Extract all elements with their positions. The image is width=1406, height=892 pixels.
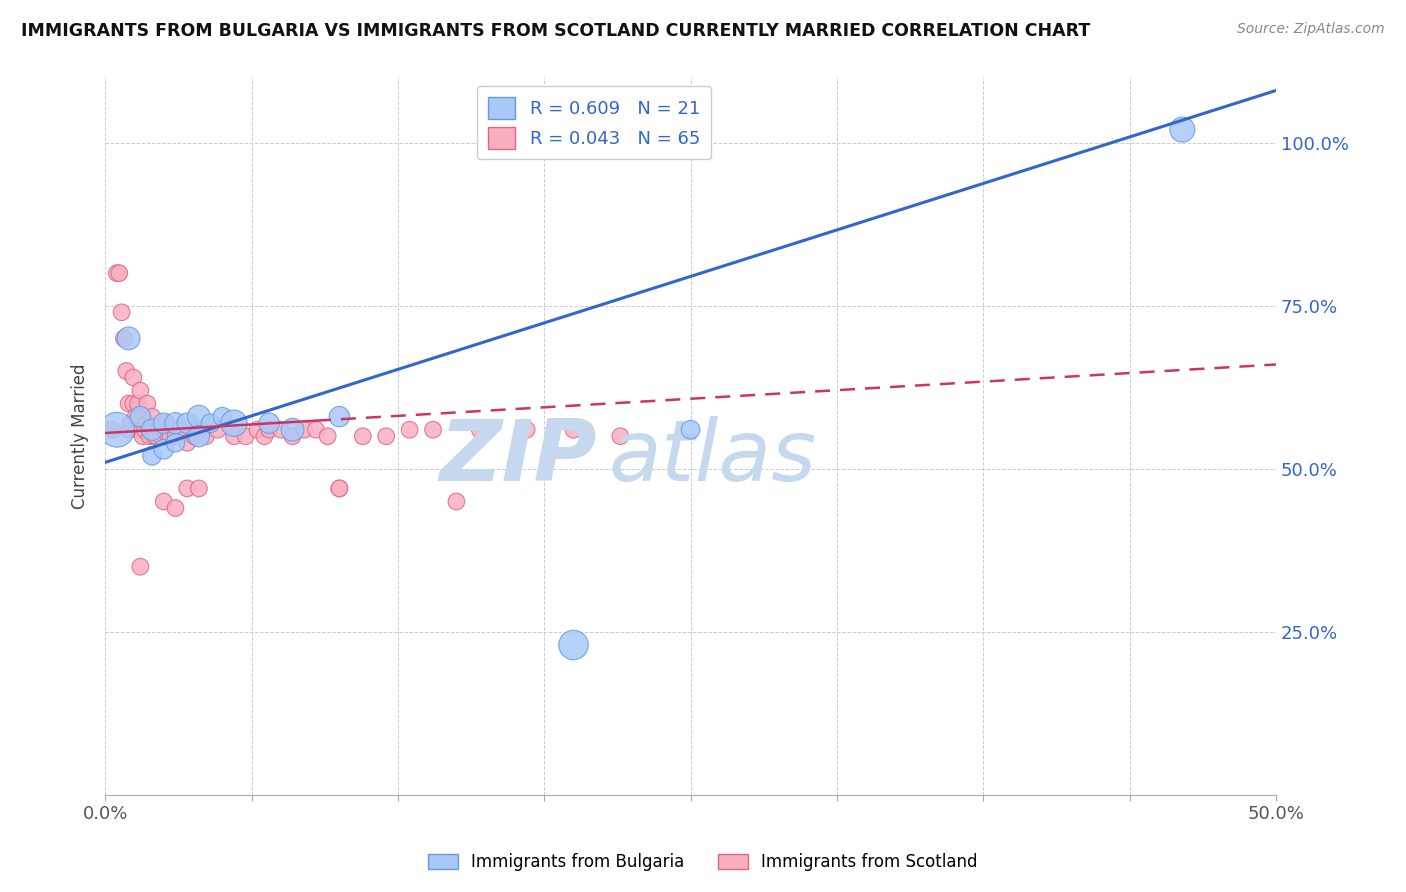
Point (352, 429, 374, 443)
Point (141, 423, 163, 437)
Point (117, 331, 139, 345)
Text: IMMIGRANTS FROM BULGARIA VS IMMIGRANTS FROM SCOTLAND CURRENTLY MARRIED CORRELATI: IMMIGRANTS FROM BULGARIA VS IMMIGRANTS F… (21, 22, 1090, 40)
Point (105, 423, 128, 437)
Point (155, 416, 177, 430)
Point (115, 364, 138, 378)
Y-axis label: Currently Married: Currently Married (72, 364, 89, 509)
Point (281, 429, 304, 443)
Point (159, 429, 181, 443)
Text: atlas: atlas (609, 417, 817, 500)
Point (194, 429, 217, 443)
Point (152, 423, 174, 437)
Legend: R = 0.609   N = 21, R = 0.043   N = 65: R = 0.609 N = 21, R = 0.043 N = 65 (477, 87, 711, 160)
Point (143, 429, 166, 443)
Point (152, 416, 174, 430)
Point (141, 449, 163, 463)
Point (165, 435, 187, 450)
Point (134, 423, 156, 437)
Point (122, 397, 145, 411)
Point (136, 397, 159, 411)
Point (253, 429, 276, 443)
Point (108, 266, 131, 280)
Point (235, 429, 257, 443)
Point (165, 416, 187, 430)
Point (257, 423, 280, 437)
Point (124, 409, 146, 424)
Point (187, 482, 209, 496)
Point (328, 482, 350, 496)
Point (446, 494, 468, 508)
Point (270, 423, 292, 437)
Point (176, 416, 198, 430)
Point (246, 423, 269, 437)
Text: ZIP: ZIP (439, 417, 598, 500)
Point (131, 429, 153, 443)
Point (141, 409, 163, 424)
Point (165, 501, 187, 516)
Point (257, 416, 280, 430)
Point (117, 423, 139, 437)
Point (316, 429, 339, 443)
Point (1171, 122, 1194, 136)
Point (129, 559, 152, 574)
Point (138, 429, 160, 443)
Point (468, 423, 491, 437)
Point (120, 416, 142, 430)
Point (110, 305, 132, 319)
Point (145, 429, 167, 443)
Point (187, 429, 209, 443)
Point (131, 423, 153, 437)
Point (292, 423, 315, 437)
Point (157, 429, 180, 443)
Point (222, 416, 245, 430)
Point (152, 494, 174, 508)
Point (165, 429, 187, 443)
Point (187, 409, 209, 424)
Text: Source: ZipAtlas.com: Source: ZipAtlas.com (1237, 22, 1385, 37)
Point (105, 266, 128, 280)
Point (187, 423, 209, 437)
Point (112, 331, 135, 345)
Point (562, 423, 585, 437)
Point (176, 435, 198, 450)
Point (422, 423, 444, 437)
Point (207, 423, 229, 437)
Point (222, 429, 245, 443)
Legend: Immigrants from Bulgaria, Immigrants from Scotland: Immigrants from Bulgaria, Immigrants fro… (420, 845, 986, 880)
Point (562, 638, 585, 652)
Point (398, 423, 420, 437)
Point (148, 423, 170, 437)
Point (169, 423, 191, 437)
Point (150, 429, 173, 443)
Point (129, 409, 152, 424)
Point (127, 423, 149, 437)
Point (183, 429, 205, 443)
Point (101, 423, 124, 437)
Point (136, 416, 159, 430)
Point (122, 370, 145, 384)
Point (152, 442, 174, 457)
Point (211, 409, 233, 424)
Point (127, 397, 149, 411)
Point (200, 416, 222, 430)
Point (129, 384, 152, 398)
Point (176, 482, 198, 496)
Point (679, 423, 702, 437)
Point (281, 423, 304, 437)
Point (328, 409, 350, 424)
Point (141, 423, 163, 437)
Point (305, 423, 328, 437)
Point (609, 429, 631, 443)
Point (117, 397, 139, 411)
Point (375, 429, 398, 443)
Point (328, 482, 350, 496)
Point (129, 409, 152, 424)
Point (516, 423, 538, 437)
